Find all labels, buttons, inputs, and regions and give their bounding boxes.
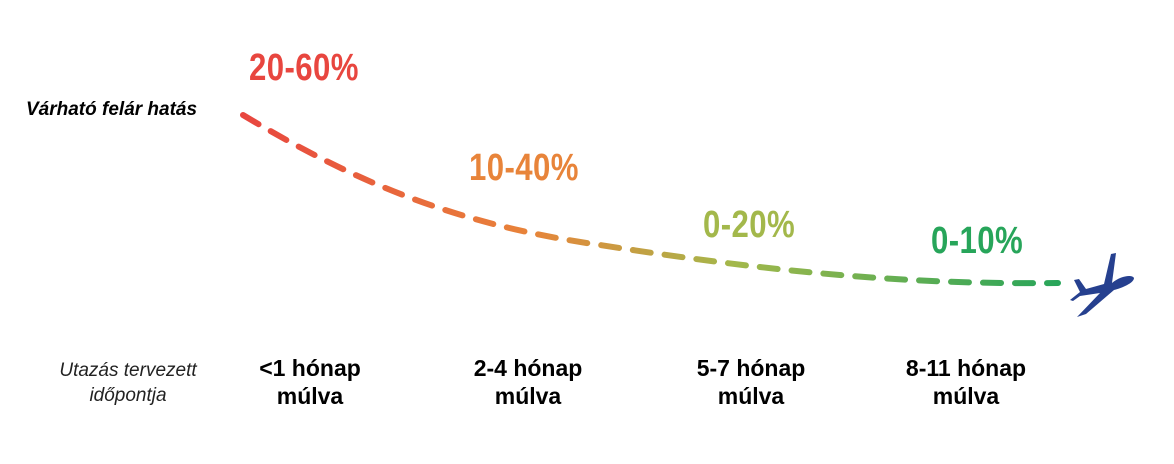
period-line: 2-4 hónap	[473, 355, 583, 381]
period-line: múlva	[932, 383, 1000, 409]
surcharge-label-3: 0-20%	[703, 204, 796, 246]
surcharge-label-2: 10-40%	[469, 147, 579, 189]
y-axis-label: Várható felár hatás	[26, 99, 198, 120]
period-label-3: 5-7 hónap múlva	[651, 354, 851, 410]
x-axis-label: Utazás tervezett időpontja	[28, 358, 228, 408]
x-axis-label-line-1: Utazás tervezett	[59, 360, 197, 381]
period-label-4: 8-11 hónap múlva	[866, 354, 1066, 410]
period-line: 5-7 hónap	[696, 355, 806, 381]
period-line: múlva	[494, 383, 562, 409]
period-line: múlva	[276, 383, 344, 409]
surcharge-label-1: 20-60%	[249, 47, 359, 89]
period-line: <1 hónap	[259, 355, 361, 381]
period-line: 8-11 hónap	[905, 355, 1027, 381]
dashed-trajectory-line	[240, 112, 1061, 287]
surcharge-label-4: 0-10%	[931, 220, 1024, 262]
period-label-1: <1 hónap múlva	[210, 354, 410, 410]
x-axis-label-line-2: időpontja	[89, 385, 167, 406]
airplane-icon	[1070, 253, 1134, 317]
period-label-2: 2-4 hónap múlva	[428, 354, 628, 410]
period-line: múlva	[717, 383, 785, 409]
